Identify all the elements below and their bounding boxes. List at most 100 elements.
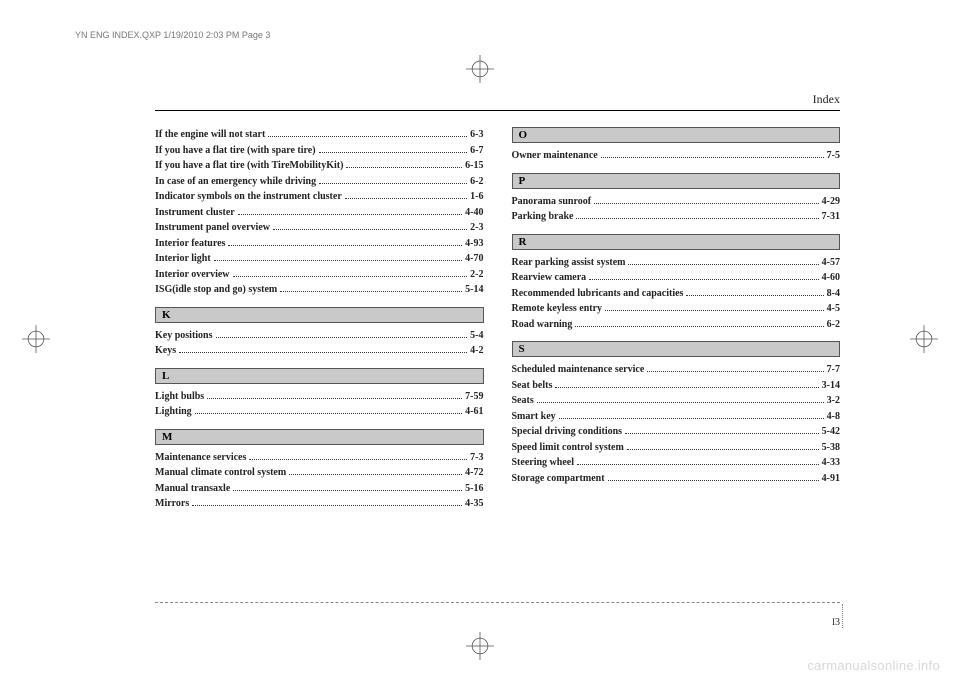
index-entry: Special driving conditions 5-42 [512,424,841,440]
entry-label: Interior overview [155,267,230,283]
index-entry: Panorama sunroof4-29 [512,194,841,210]
entry-dots [289,474,462,475]
section-header: R [512,234,841,250]
entry-dots [233,490,462,491]
entry-dots [192,505,462,506]
entry-label: If you have a flat tire (with spare tire… [155,143,316,159]
entry-page: 4-8 [827,409,840,425]
entry-dots [555,387,818,388]
index-entry: In case of an emergency while driving6-2 [155,174,484,190]
entry-label: Instrument cluster [155,205,235,221]
entry-page: 3-2 [827,393,840,409]
entry-page: 1-6 [470,189,483,205]
entry-label: Manual transaxle [155,481,230,497]
entry-page: 5-38 [822,440,840,456]
index-entry: Owner maintenance7-5 [512,148,841,164]
entry-dots [268,136,467,137]
entry-page: 6-2 [827,317,840,333]
entry-page: 4-60 [822,270,840,286]
index-entry: Smart key 4-8 [512,409,841,425]
entry-label: Interior features [155,236,225,252]
index-entry: If the engine will not start6-3 [155,127,484,143]
entry-dots [576,218,818,219]
entry-page: 4-5 [827,301,840,317]
index-entry: Key positions 5-4 [155,328,484,344]
entry-label: Parking brake [512,209,574,225]
section-header: K [155,307,484,323]
index-entry: Interior light4-70 [155,251,484,267]
entry-label: Mirrors [155,496,189,512]
entry-label: Seat belts [512,378,553,394]
entry-dots [273,229,467,230]
entry-page: 7-3 [470,450,483,466]
entry-label: Special driving conditions [512,424,623,440]
index-entry: If you have a flat tire (with TireMobili… [155,158,484,174]
entry-page: 6-3 [470,127,483,143]
section-header: O [512,127,841,143]
index-entry: Seat belts 3-14 [512,378,841,394]
index-entry: ISG(idle stop and go) system5-14 [155,282,484,298]
section-header: S [512,341,841,357]
entry-dots [594,203,819,204]
index-entry: Light bulbs7-59 [155,389,484,405]
entry-dots [249,459,467,460]
entry-label: Rear parking assist system [512,255,626,271]
entry-dots [559,418,824,419]
index-entry: Road warning 6-2 [512,317,841,333]
registration-mark-right [910,325,938,353]
entry-dots [216,337,468,338]
content-area: Index If the engine will not start6-3If … [155,100,840,583]
index-entry: If you have a flat tire (with spare tire… [155,143,484,159]
entry-dots [628,264,818,265]
index-entry: Manual climate control system4-72 [155,465,484,481]
entry-label: Indicator symbols on the instrument clus… [155,189,342,205]
entry-label: Remote keyless entry [512,301,603,317]
entry-label: Lighting [155,404,192,420]
index-entry: Instrument cluster4-40 [155,205,484,221]
index-columns: If the engine will not start6-3If you ha… [155,127,840,512]
index-column: If the engine will not start6-3If you ha… [155,127,484,512]
entry-label: Keys [155,343,176,359]
entry-page: 6-2 [470,174,483,190]
index-entry: Remote keyless entry 4-5 [512,301,841,317]
registration-mark-bottom [466,632,494,660]
entry-page: 4-57 [822,255,840,271]
entry-dots [575,326,823,327]
index-entry: Mirrors 4-35 [155,496,484,512]
entry-page: 4-70 [465,251,483,267]
registration-mark-left [22,325,50,353]
entry-dots [577,464,819,465]
entry-label: Smart key [512,409,556,425]
entry-dots [179,352,467,353]
entry-dots [214,260,463,261]
entry-label: Key positions [155,328,213,344]
section-title: Index [813,92,840,107]
section-header: P [512,173,841,189]
entry-page: 6-15 [465,158,483,174]
page-number: I3 [832,617,840,628]
entry-page: 4-35 [465,496,483,512]
index-entry: Steering wheel4-33 [512,455,841,471]
entry-page: 3-14 [822,378,840,394]
entry-label: Seats [512,393,534,409]
page-header-text: YN ENG INDEX.QXP 1/19/2010 2:03 PM Page … [75,30,270,40]
entry-page: 5-42 [822,424,840,440]
entry-label: Road warning [512,317,573,333]
entry-page: 4-33 [822,455,840,471]
entry-dots [346,167,462,168]
entry-page: 4-29 [822,194,840,210]
index-entry: Interior overview2-2 [155,267,484,283]
entry-page: 4-91 [822,471,840,487]
entry-dots [605,310,824,311]
entry-page: 8-4 [827,286,840,302]
entry-page: 5-4 [470,328,483,344]
entry-page: 6-7 [470,143,483,159]
entry-dots [625,433,819,434]
entry-label: Storage compartment [512,471,605,487]
entry-dots [345,198,467,199]
index-entry: Instrument panel overview2-3 [155,220,484,236]
section-header: M [155,429,484,445]
page-number-value: 3 [835,617,840,628]
registration-mark-top [466,55,494,83]
index-entry: Recommended lubricants and capacities8-4 [512,286,841,302]
